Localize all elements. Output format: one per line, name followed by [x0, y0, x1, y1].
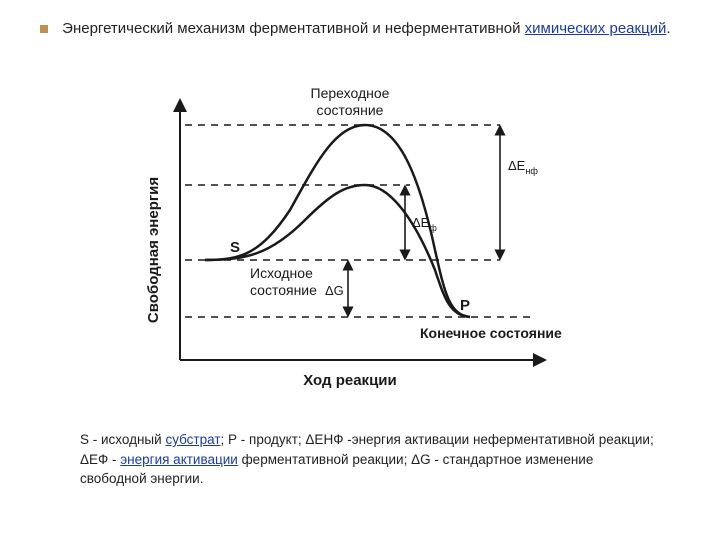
svg-text:состояние: состояние [250, 282, 317, 298]
svg-text:Конечное состояние: Конечное состояние [420, 325, 562, 341]
caption-text: S - исходный [80, 432, 165, 447]
caption-link[interactable]: энергия активации [120, 452, 238, 467]
svg-text:Исходное: Исходное [250, 265, 313, 281]
svg-text:состояние: состояние [317, 102, 384, 118]
svg-text:P: P [460, 297, 470, 314]
svg-text:Переходное: Переходное [311, 85, 390, 101]
svg-text:Свободная энергия: Свободная энергия [145, 177, 162, 323]
title-link[interactable]: химических реакций [525, 20, 667, 37]
caption: S - исходный субстрат; Р - продукт; ΔЕНФ… [80, 430, 660, 489]
svg-text:ΔG: ΔG [325, 283, 344, 298]
svg-text:S: S [230, 239, 240, 256]
title-prefix: Энергетический механизм ферментативной и… [62, 20, 524, 37]
energy-diagram: ПереходноесостояниеИсходноесостояниеКоне… [130, 80, 570, 405]
svg-text:ΔEнф: ΔEнф [508, 158, 538, 176]
caption-link[interactable]: субстрат [165, 432, 220, 447]
svg-text:Ход реакции: Ход реакции [303, 372, 396, 389]
slide-title: Энергетический механизм ферментативной и… [40, 20, 671, 37]
title-bullet [40, 25, 48, 33]
title-suffix: . [666, 20, 670, 37]
